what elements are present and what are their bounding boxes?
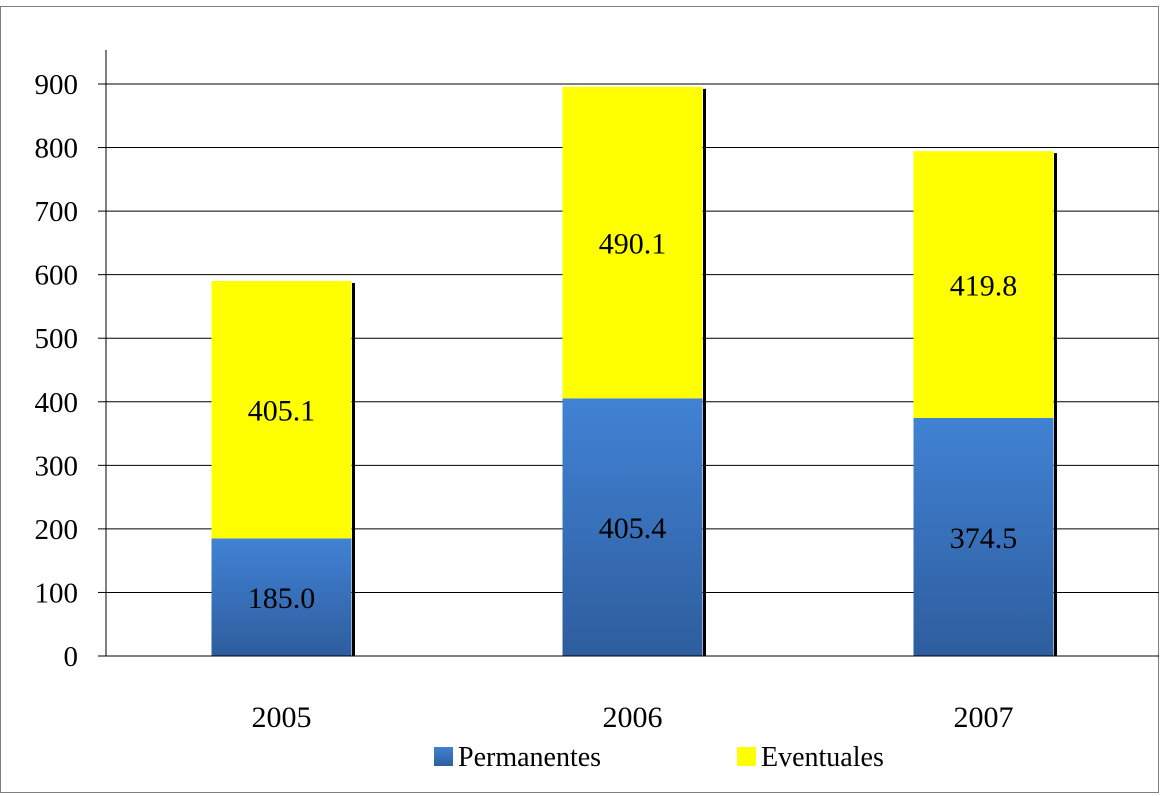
y-tick-label: 300: [35, 450, 79, 482]
legend-swatch-permanentes: [434, 747, 453, 766]
data-label: 374.5: [950, 522, 1018, 555]
data-label: 405.1: [248, 395, 316, 428]
y-tick-label: 500: [35, 323, 79, 355]
y-tick-label: 700: [35, 196, 79, 228]
legend-swatch-eventuales: [737, 747, 756, 766]
y-tick-label: 0: [64, 641, 79, 673]
y-tick-label: 900: [35, 69, 79, 101]
y-tick-label: 600: [35, 260, 79, 292]
bar-eventuales-2006: [562, 86, 703, 399]
legend-label-permanentes: Permanentes: [458, 742, 601, 773]
bar-eventuales-2007: [913, 151, 1054, 418]
data-label: 185.0: [248, 582, 316, 615]
data-label: 405.4: [599, 512, 667, 545]
data-label: 419.8: [950, 270, 1018, 303]
bar-eventuales-2005: [211, 280, 352, 539]
x-axis: 2005 2006 2007: [106, 655, 1159, 734]
bars: 185.0 405.1 405.4 490.1 374.5 419.8: [211, 86, 1057, 656]
bar-permanentes-2006: [562, 398, 703, 656]
y-tick-label: 400: [35, 387, 79, 419]
legend: Permanentes Eventuales: [434, 742, 884, 773]
y-tick-label: 100: [35, 577, 79, 609]
data-label: 490.1: [599, 228, 667, 261]
y-tick-label: 800: [35, 133, 79, 165]
bar-permanentes-2005: [211, 538, 352, 656]
x-tick-label: 2007: [954, 701, 1014, 734]
bar-permanentes-2007: [913, 417, 1054, 656]
x-tick-label: 2006: [603, 701, 663, 734]
x-tick-label: 2005: [252, 701, 312, 734]
y-tick-label: 200: [35, 514, 79, 546]
legend-label-eventuales: Eventuales: [761, 742, 884, 773]
y-axis: 0 100 200 300 400 500 600 700 800 900: [35, 50, 107, 673]
